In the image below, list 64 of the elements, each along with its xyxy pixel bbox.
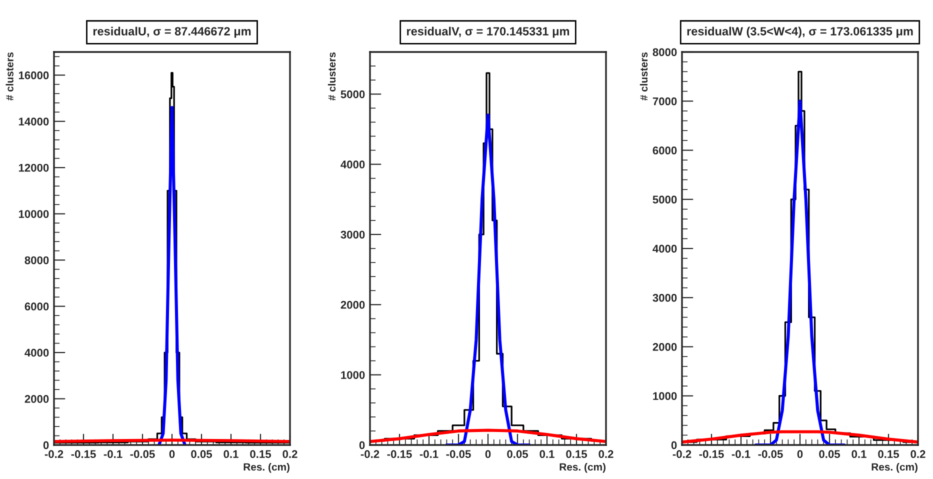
x-tick-label: -0.15 [699,450,724,458]
x-tick-label: -0.2 [360,450,380,458]
y-tick-label: 8000 [652,48,677,56]
x-tick-label: 0.05 [819,450,840,458]
x-tick-label: 0.2 [910,450,926,458]
x-tick-label: -0.1 [420,450,438,458]
y-tick-label: 4000 [652,244,677,253]
y-tick-label: 1000 [653,392,677,400]
chart-title: residualU, σ = 87.446672 μm [93,26,251,38]
x-tick-label: 0.1 [224,450,238,458]
y-tick-label: 1000 [341,371,365,379]
y-tick-label: 2000 [652,343,677,351]
line-series [754,100,846,445]
chart-title: residualV, σ = 170.145331 μm [407,26,570,38]
y-tick-label: 4000 [24,348,49,357]
y-tick-label: 5000 [652,196,677,204]
y-tick-label: 3000 [340,230,365,239]
x-axis-title: Res. (cm) [872,462,918,473]
y-tick-label: 7000 [652,97,677,106]
line-series [370,428,606,444]
x-tick-label: -0.05 [446,450,471,458]
y-tick-label: 5000 [340,90,365,98]
y-tick-label: 0 [43,441,49,450]
x-tick-label: -0.1 [732,450,750,458]
x-tick-label: -0.2 [44,450,64,458]
x-tick-label: -0.15 [387,450,412,458]
x-tick-label: 0.1 [852,450,866,458]
y-tick-label: 14000 [18,118,49,126]
x-tick-label: 0.15 [878,450,900,458]
chart-title: residualW (3.5<W<4), σ = 173.061335 μm [687,26,913,38]
x-tick-label: -0.05 [130,450,155,458]
x-tick-label: -0.1 [104,450,122,458]
x-axis-title: Res. (cm) [560,462,606,473]
y-tick-label: 0 [671,441,677,450]
y-tick-label: 10000 [18,210,49,218]
x-axis-title: Res. (cm) [244,462,290,473]
y-tick-label: 8000 [24,256,49,264]
y-tick-label: 2000 [340,300,365,309]
x-tick-label: 0.15 [250,450,272,458]
y-tick-label: 4000 [340,160,365,168]
x-tick-label: -0.15 [71,450,96,458]
x-tick-label: 0 [169,450,175,458]
y-tick-label: 0 [359,441,365,450]
x-tick-label: 0.1 [540,450,554,458]
line-series [445,114,531,445]
x-tick-label: -0.2 [672,450,692,458]
y-axis-title: # clusters [328,52,336,100]
y-tick-label: 6000 [24,302,49,310]
x-tick-label: 0.15 [566,450,588,458]
x-tick-label: 0 [485,450,491,458]
y-tick-label: 3000 [652,294,677,302]
x-tick-label: 0.2 [598,450,614,458]
y-tick-label: 2000 [24,395,49,403]
line-series [157,106,187,445]
x-tick-label: 0.05 [507,450,528,458]
y-axis-title: # clusters [640,52,648,100]
x-tick-label: 0.2 [282,450,298,458]
x-tick-label: 0.05 [191,450,212,458]
x-tick-label: 0 [797,450,803,458]
x-tick-label: -0.05 [758,450,783,458]
y-tick-label: 12000 [18,164,49,172]
y-tick-label: 16000 [18,71,49,80]
y-tick-label: 6000 [652,146,677,154]
y-axis-title: # clusters [6,52,14,100]
